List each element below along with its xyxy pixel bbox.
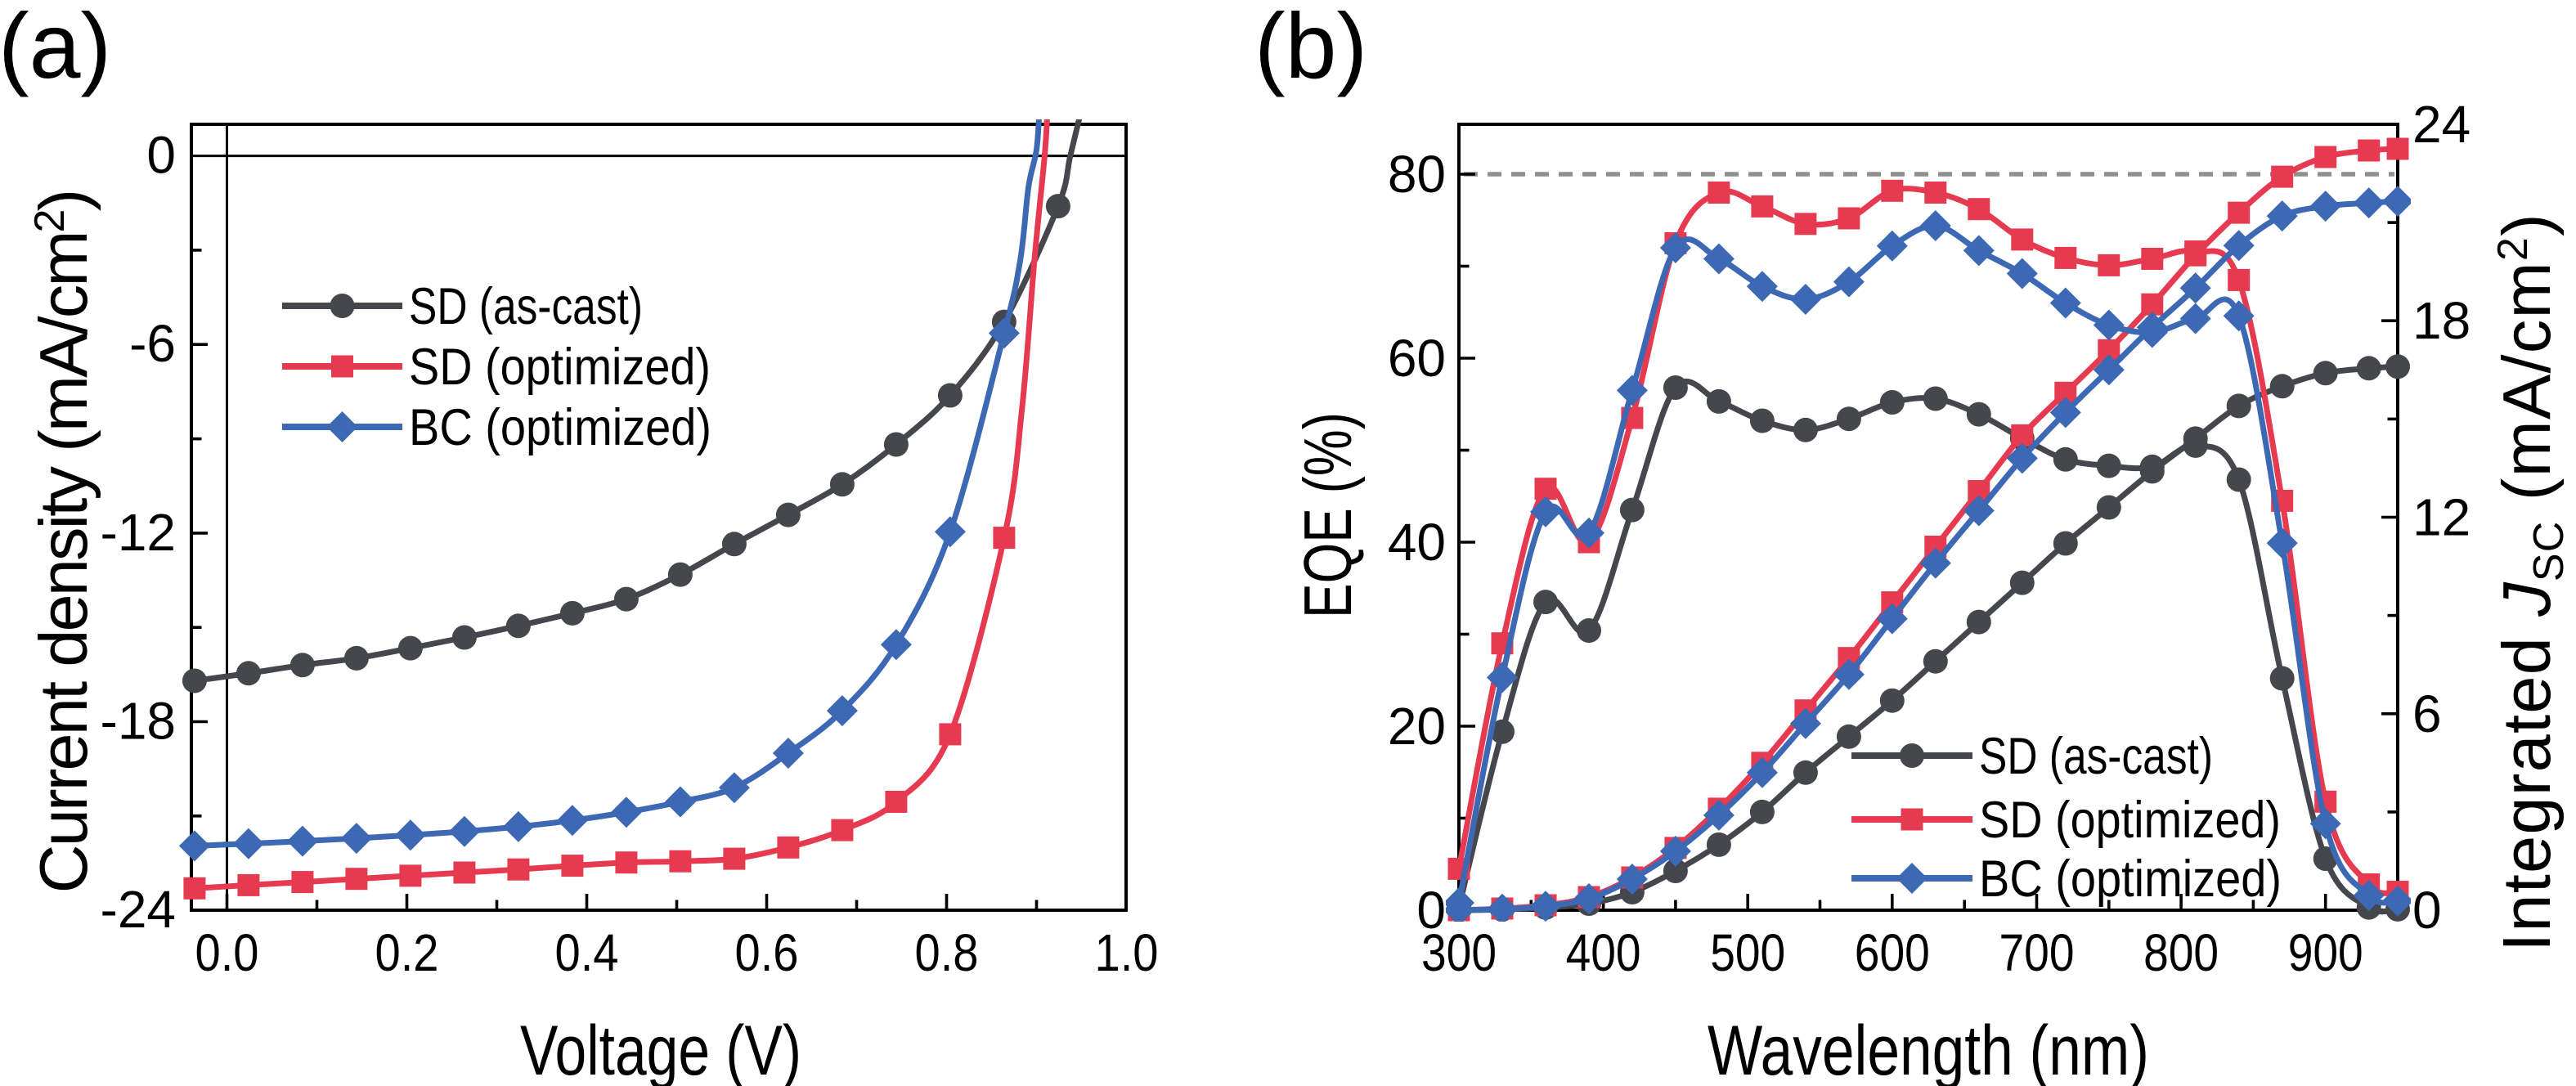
svg-text:800: 800 (2143, 923, 2219, 982)
svg-text:0.2: 0.2 (375, 923, 439, 982)
svg-text:6: 6 (2412, 684, 2442, 743)
svg-text:SD (optimized): SD (optimized) (1979, 792, 2281, 849)
svg-text:40: 40 (1388, 513, 1446, 572)
svg-text:0.6: 0.6 (735, 923, 799, 982)
svg-text:-24: -24 (101, 880, 177, 939)
svg-text:500: 500 (1710, 923, 1785, 982)
svg-text:SD (as-cast): SD (as-cast) (1979, 728, 2213, 785)
svg-text:0: 0 (146, 126, 176, 185)
svg-text:Wavelength (nm): Wavelength (nm) (1708, 1012, 2149, 1086)
svg-text:Voltage (V): Voltage (V) (520, 1012, 801, 1086)
svg-text:Current density (mA/cm2): Current density (mA/cm2) (25, 191, 101, 894)
svg-text:0: 0 (1416, 881, 1446, 940)
svg-text:SD (as-cast): SD (as-cast) (409, 278, 643, 335)
svg-text:24: 24 (2412, 95, 2471, 154)
svg-text:0.0: 0.0 (195, 923, 259, 982)
svg-text:600: 600 (1855, 923, 1930, 982)
svg-text:0.8: 0.8 (915, 923, 979, 982)
svg-text:300: 300 (1421, 923, 1497, 982)
svg-text:12: 12 (2412, 488, 2471, 547)
svg-text:(b): (b) (1254, 0, 1367, 97)
svg-text:-6: -6 (129, 314, 176, 373)
svg-text:60: 60 (1388, 329, 1446, 388)
svg-text:0.4: 0.4 (555, 923, 619, 982)
svg-text:20: 20 (1388, 697, 1446, 756)
svg-text:400: 400 (1566, 923, 1641, 982)
svg-text:BC (optimized): BC (optimized) (1979, 850, 2282, 908)
svg-text:700: 700 (1999, 923, 2075, 982)
svg-text:Integrated JSC (mA/cm2): Integrated JSC (mA/cm2) (2488, 213, 2573, 952)
svg-text:0: 0 (2412, 881, 2442, 940)
svg-text:-18: -18 (101, 692, 177, 751)
svg-text:80: 80 (1388, 145, 1446, 204)
svg-text:(a): (a) (0, 0, 111, 97)
svg-text:900: 900 (2288, 923, 2363, 982)
svg-text:SD (optimized): SD (optimized) (409, 339, 711, 396)
svg-text:-12: -12 (101, 503, 177, 562)
svg-text:18: 18 (2412, 291, 2471, 350)
svg-text:1.0: 1.0 (1095, 923, 1159, 982)
svg-text:EQE (%): EQE (%) (1290, 412, 1366, 618)
svg-text:BC (optimized): BC (optimized) (409, 399, 711, 456)
